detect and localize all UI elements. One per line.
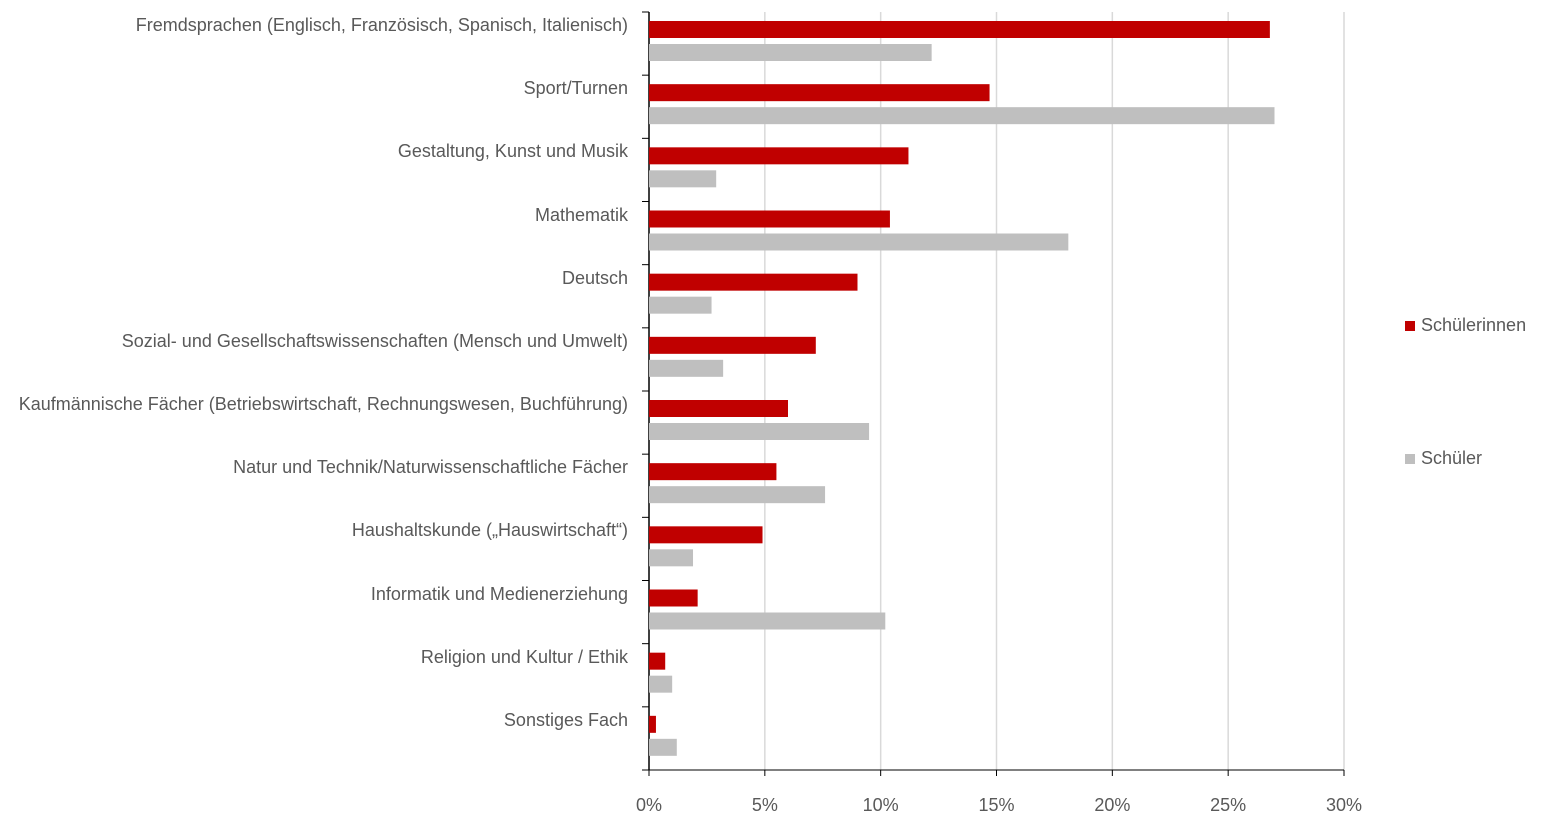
bar xyxy=(649,21,1270,38)
legend-swatch xyxy=(1405,454,1415,464)
bar xyxy=(649,44,932,61)
bar xyxy=(649,549,694,567)
bar xyxy=(649,738,677,756)
x-tick-label: 0% xyxy=(636,795,662,815)
bar xyxy=(649,715,656,733)
y-tick-label: Deutsch xyxy=(561,267,628,288)
legend-label: Schüler xyxy=(1421,448,1482,468)
bar xyxy=(649,359,724,377)
y-tick-label: Haushaltskunde („Hauswirtschaft“) xyxy=(351,520,628,541)
y-tick-label: Fremdsprachen (Englisch, Französisch, Sp… xyxy=(135,15,628,35)
y-tick-label: Informatik und Medienerziehung xyxy=(370,583,628,604)
y-tick-label: Natur und Technik/Naturwissenschaftliche… xyxy=(233,457,628,478)
x-tick-label: 15% xyxy=(978,795,1014,815)
legend-swatch xyxy=(1405,321,1415,331)
bar xyxy=(649,423,870,440)
bar xyxy=(649,612,886,630)
legend-label: Schülerinnen xyxy=(1421,315,1526,335)
x-tick-label: 5% xyxy=(752,795,778,815)
bar xyxy=(649,147,909,165)
bar xyxy=(649,675,673,693)
x-tick-label: 30% xyxy=(1326,795,1362,815)
bar xyxy=(649,107,1275,125)
bar xyxy=(649,589,698,607)
bar xyxy=(649,84,990,102)
y-tick-label: Gestaltung, Kunst und Musik xyxy=(397,141,628,162)
y-tick-label: Mathematik xyxy=(534,204,628,225)
y-tick-label: Sozial- und Gesellschaftswissenschaften … xyxy=(121,330,628,351)
bar xyxy=(649,273,858,291)
bar xyxy=(649,652,666,670)
bar xyxy=(649,463,777,481)
bar xyxy=(649,526,763,544)
bar xyxy=(649,336,816,354)
bar xyxy=(649,400,788,417)
y-tick-label: Sonstiges Fach xyxy=(503,709,628,730)
x-tick-label: 10% xyxy=(863,795,899,815)
bar xyxy=(649,170,717,188)
bar xyxy=(649,296,712,314)
bar xyxy=(649,486,826,504)
bar xyxy=(649,210,890,228)
y-tick-label: Kaufmännische Fächer (Betriebswirtschaft… xyxy=(18,394,628,414)
x-tick-label: 20% xyxy=(1094,795,1130,815)
y-tick-label: Sport/Turnen xyxy=(523,78,628,99)
bar xyxy=(649,233,1069,251)
y-tick-label: Religion und Kultur / Ethik xyxy=(420,646,628,667)
x-tick-label: 25% xyxy=(1210,795,1246,815)
